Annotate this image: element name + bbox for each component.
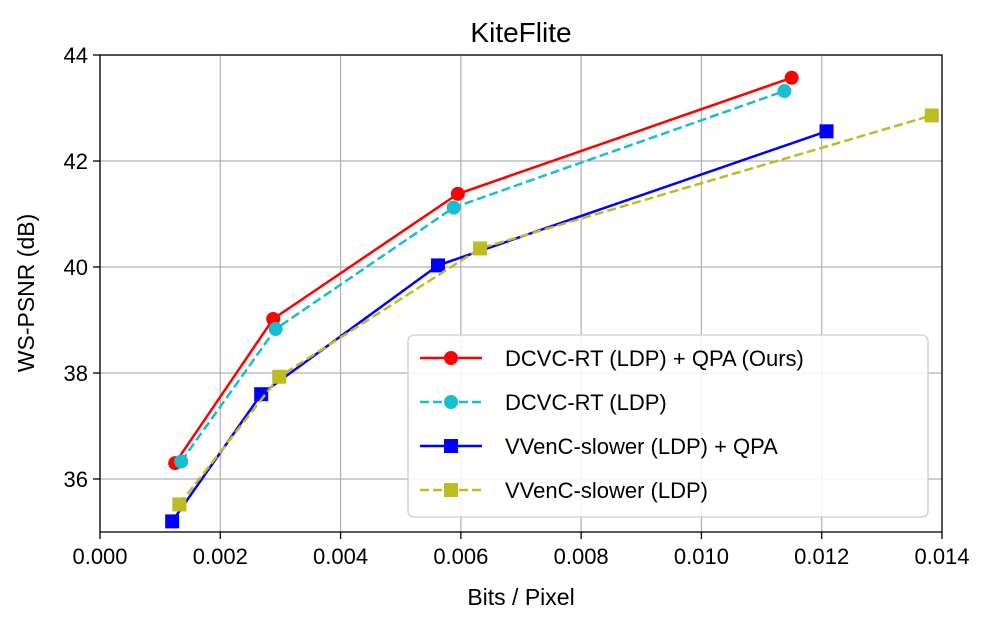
data-point xyxy=(165,514,180,529)
legend-entry: DCVC-RT (LDP) + QPA (Ours) xyxy=(420,346,804,371)
legend: DCVC-RT (LDP) + QPA (Ours) DCVC-RT (LDP) V… xyxy=(407,334,929,518)
plot-frame xyxy=(99,54,943,533)
series-layer xyxy=(165,70,939,529)
legend-entry: DCVC-RT (LDP) xyxy=(420,390,667,415)
data-point xyxy=(172,497,187,512)
x-tick-label: 0.002 xyxy=(193,544,248,569)
y-axis-label: WS-PSNR (dB) xyxy=(13,214,39,372)
x-tick-label: 0.010 xyxy=(674,544,729,569)
data-point xyxy=(784,70,799,85)
y-tick-label: 44 xyxy=(64,43,88,68)
data-point xyxy=(819,124,834,139)
legend-entries: DCVC-RT (LDP) + QPA (Ours) DCVC-RT (LDP) V… xyxy=(420,346,804,503)
y-tick-label: 40 xyxy=(64,255,88,280)
y-tick-label: 42 xyxy=(64,149,88,174)
legend-label: VVenC-slower (LDP) + QPA xyxy=(505,434,778,459)
ticks: 0.000 0.002 0.004 0.006 0.008 0.010 0.012 0.014… xyxy=(64,43,970,569)
series-line xyxy=(178,114,933,506)
series-line xyxy=(174,76,793,464)
x-tick-label: 0.004 xyxy=(313,544,368,569)
data-point xyxy=(268,322,283,337)
series-4 xyxy=(172,108,939,512)
data-point xyxy=(777,84,792,99)
x-tick-label: 0.000 xyxy=(72,544,127,569)
chart-title: KiteFlite xyxy=(470,17,571,48)
legend-label: DCVC-RT (LDP) + QPA (Ours) xyxy=(505,346,804,371)
data-point xyxy=(272,369,287,384)
y-tick-label: 36 xyxy=(64,467,88,492)
data-point xyxy=(473,241,488,256)
data-point xyxy=(174,454,189,469)
legend-entry: VVenC-slower (LDP) + QPA xyxy=(420,434,778,459)
data-point xyxy=(446,200,461,215)
legend-label: VVenC-slower (LDP) xyxy=(505,478,708,503)
series-2 xyxy=(174,84,792,469)
x-tick-label: 0.008 xyxy=(554,544,609,569)
legend-label: DCVC-RT (LDP) xyxy=(505,390,667,415)
data-point xyxy=(924,108,939,123)
legend-marker xyxy=(444,483,458,497)
legend-entry: VVenC-slower (LDP) xyxy=(420,478,708,503)
legend-marker xyxy=(444,439,458,453)
x-tick-label: 0.014 xyxy=(914,544,969,569)
y-tick-label: 38 xyxy=(64,361,88,386)
legend-marker xyxy=(444,395,458,409)
legend-marker xyxy=(444,351,458,365)
x-tick-label: 0.006 xyxy=(433,544,488,569)
legend-box xyxy=(407,334,929,518)
x-tick-label: 0.012 xyxy=(794,544,849,569)
series-line xyxy=(180,89,785,463)
x-axis-label: Bits / Pixel xyxy=(467,584,574,610)
data-point xyxy=(431,258,446,273)
data-point xyxy=(450,186,465,201)
